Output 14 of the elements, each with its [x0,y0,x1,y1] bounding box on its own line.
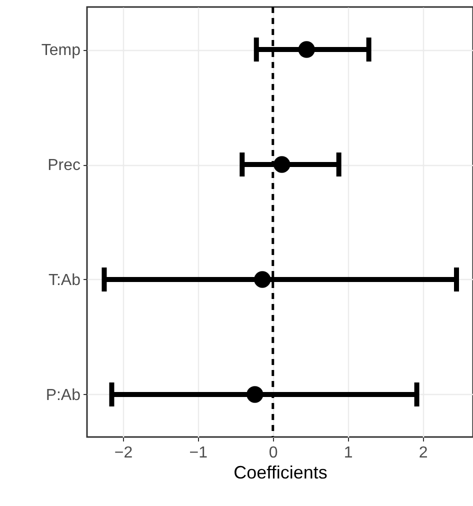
x-axis-title: Coefficients [234,462,328,482]
x-tick-label: 1 [344,444,353,462]
y-tick-label: Prec [48,157,80,174]
x-tick-label: 2 [418,444,428,462]
point [298,41,315,58]
y-tick-label: T:Ab [48,272,81,289]
y-tick-label: P:Ab [46,386,81,404]
x-tick-label: −2 [114,444,133,462]
point [254,271,271,288]
point [246,386,264,403]
x-tick-label: −1 [189,444,208,462]
y-tick-label: Temp [41,42,81,60]
point [274,156,290,173]
x-tick-label: 0 [268,444,278,462]
